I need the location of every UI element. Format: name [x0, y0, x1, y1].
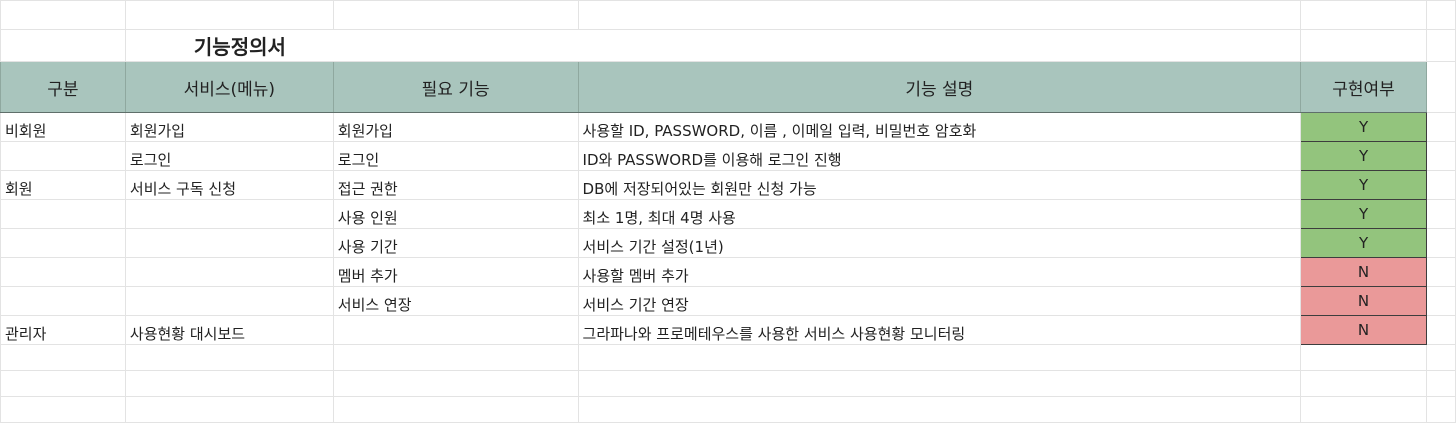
- header-service[interactable]: 서비스(메뉴): [124, 61, 334, 113]
- empty-row: [0, 396, 1456, 423]
- cell[interactable]: [1426, 29, 1456, 62]
- implemented-cell[interactable]: Y: [1300, 170, 1427, 200]
- feature-cell[interactable]: 접근 권한: [332, 170, 579, 200]
- cell[interactable]: [577, 370, 1302, 397]
- feature-cell[interactable]: 로그인: [332, 141, 579, 171]
- service-cell[interactable]: [124, 228, 334, 258]
- cell[interactable]: [1426, 315, 1456, 345]
- service-cell[interactable]: [124, 257, 334, 287]
- description-cell[interactable]: 서비스 기간 설정(1년): [577, 228, 1302, 258]
- description-cell[interactable]: 사용할 멤버 추가: [577, 257, 1302, 287]
- cell[interactable]: [332, 344, 579, 371]
- implemented-cell[interactable]: N: [1300, 257, 1427, 287]
- cell[interactable]: [577, 344, 1302, 371]
- description-cell[interactable]: ID와 PASSWORD를 이용해 로그인 진행: [577, 141, 1302, 171]
- header-category[interactable]: 구분: [0, 61, 126, 113]
- empty-row: [0, 344, 1456, 371]
- cell[interactable]: [0, 0, 126, 30]
- category-cell[interactable]: 관리자: [0, 315, 126, 345]
- table-row: 서비스 연장 서비스 기간 연장 N: [0, 286, 1456, 316]
- cell[interactable]: [1426, 170, 1456, 200]
- table-row: 사용 기간 서비스 기간 설정(1년) Y: [0, 228, 1456, 258]
- feature-cell[interactable]: 서비스 연장: [332, 286, 579, 316]
- cell[interactable]: [1426, 112, 1456, 142]
- cell[interactable]: [124, 370, 334, 397]
- cell[interactable]: [1426, 344, 1456, 371]
- cell[interactable]: [1300, 396, 1427, 423]
- cell[interactable]: [1426, 286, 1456, 316]
- cell[interactable]: [1426, 228, 1456, 258]
- cell[interactable]: [1300, 344, 1427, 371]
- category-cell[interactable]: 비회원: [0, 112, 126, 142]
- implemented-cell[interactable]: Y: [1300, 228, 1427, 258]
- cell[interactable]: [1300, 29, 1427, 62]
- header-implemented[interactable]: 구현여부: [1300, 61, 1427, 113]
- cell[interactable]: [1300, 0, 1427, 30]
- table-row: 로그인 로그인 ID와 PASSWORD를 이용해 로그인 진행 Y: [0, 141, 1456, 171]
- category-cell[interactable]: [0, 199, 126, 229]
- description-cell[interactable]: 사용할 ID, PASSWORD, 이름 , 이메일 입력, 비밀번호 암호화: [577, 112, 1302, 142]
- description-cell[interactable]: DB에 저장되어있는 회원만 신청 가능: [577, 170, 1302, 200]
- table-row: 회원 서비스 구독 신청 접근 권한 DB에 저장되어있는 회원만 신청 가능 …: [0, 170, 1456, 200]
- description-cell[interactable]: 그라파나와 프로메테우스를 사용한 서비스 사용현황 모니터링: [577, 315, 1302, 345]
- title-row: 기능정의서: [0, 29, 1456, 62]
- feature-cell[interactable]: 회원가입: [332, 112, 579, 142]
- spacer-row: [0, 0, 1456, 30]
- cell[interactable]: [124, 344, 334, 371]
- cell[interactable]: [1426, 257, 1456, 287]
- cell[interactable]: [1426, 199, 1456, 229]
- description-cell[interactable]: 최소 1명, 최대 4명 사용: [577, 199, 1302, 229]
- cell[interactable]: [577, 396, 1302, 423]
- category-cell[interactable]: [0, 286, 126, 316]
- cell[interactable]: [1426, 396, 1456, 423]
- cell[interactable]: [0, 344, 126, 371]
- document-title[interactable]: 기능정의서: [124, 29, 1302, 62]
- service-cell[interactable]: 로그인: [124, 141, 334, 171]
- cell[interactable]: [1426, 141, 1456, 171]
- table-row: 멤버 추가 사용할 멤버 추가 N: [0, 257, 1456, 287]
- cell[interactable]: [124, 0, 334, 30]
- description-cell[interactable]: 서비스 기간 연장: [577, 286, 1302, 316]
- service-cell[interactable]: 서비스 구독 신청: [124, 170, 334, 200]
- cell[interactable]: [1426, 370, 1456, 397]
- service-cell[interactable]: 회원가입: [124, 112, 334, 142]
- table-row: 비회원 회원가입 회원가입 사용할 ID, PASSWORD, 이름 , 이메일…: [0, 112, 1456, 142]
- feature-cell[interactable]: 사용 인원: [332, 199, 579, 229]
- feature-cell[interactable]: [332, 315, 579, 345]
- cell[interactable]: [332, 396, 579, 423]
- table-row: 관리자 사용현황 대시보드 그라파나와 프로메테우스를 사용한 서비스 사용현황…: [0, 315, 1456, 345]
- cell[interactable]: [332, 0, 579, 30]
- table-row: 사용 인원 최소 1명, 최대 4명 사용 Y: [0, 199, 1456, 229]
- header-feature[interactable]: 필요 기능: [332, 61, 579, 113]
- cell[interactable]: [0, 370, 126, 397]
- implemented-cell[interactable]: N: [1300, 315, 1427, 345]
- service-cell[interactable]: [124, 286, 334, 316]
- header-description[interactable]: 기능 설명: [577, 61, 1302, 113]
- cell[interactable]: [124, 396, 334, 423]
- service-cell[interactable]: [124, 199, 334, 229]
- cell[interactable]: [332, 370, 579, 397]
- implemented-cell[interactable]: Y: [1300, 199, 1427, 229]
- feature-cell[interactable]: 사용 기간: [332, 228, 579, 258]
- category-cell[interactable]: [0, 257, 126, 287]
- feature-spec-table: 기능정의서 구분 서비스(메뉴) 필요 기능 기능 설명 구현여부 비회원 회원…: [0, 0, 1456, 423]
- category-cell[interactable]: [0, 228, 126, 258]
- service-cell[interactable]: 사용현황 대시보드: [124, 315, 334, 345]
- cell[interactable]: [577, 0, 1302, 30]
- implemented-cell[interactable]: Y: [1300, 141, 1427, 171]
- header-row: 구분 서비스(메뉴) 필요 기능 기능 설명 구현여부: [0, 61, 1456, 113]
- cell[interactable]: [0, 29, 126, 62]
- feature-cell[interactable]: 멤버 추가: [332, 257, 579, 287]
- cell[interactable]: [1426, 0, 1456, 30]
- category-cell[interactable]: 회원: [0, 170, 126, 200]
- cell[interactable]: [0, 396, 126, 423]
- implemented-cell[interactable]: Y: [1300, 112, 1427, 142]
- cell[interactable]: [1426, 61, 1456, 113]
- implemented-cell[interactable]: N: [1300, 286, 1427, 316]
- empty-row: [0, 370, 1456, 397]
- cell[interactable]: [1300, 370, 1427, 397]
- category-cell[interactable]: [0, 141, 126, 171]
